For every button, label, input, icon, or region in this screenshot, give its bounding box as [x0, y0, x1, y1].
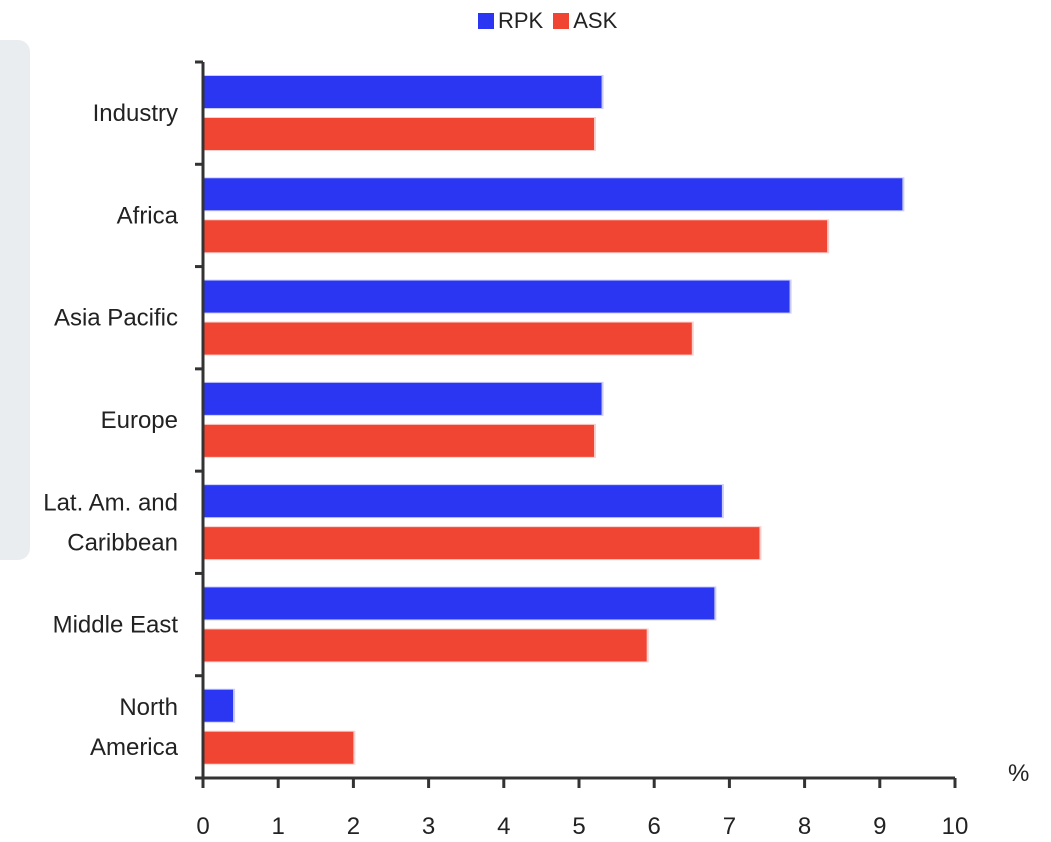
bar-rpk — [203, 178, 903, 211]
category-label: Asia Pacific — [54, 305, 178, 332]
legend-item-ask: ASK — [553, 8, 617, 34]
legend: RPK ASK — [478, 8, 627, 34]
legend-label-rpk: RPK — [498, 8, 544, 33]
bar-ask — [203, 220, 828, 253]
category-label: North — [119, 694, 178, 721]
legend-item-rpk: RPK — [478, 8, 543, 34]
bar-ask — [203, 731, 354, 764]
category-label: Africa — [117, 202, 179, 229]
category-label: Industry — [93, 100, 178, 127]
bar-ask — [203, 629, 647, 662]
category-label: Lat. Am. and — [43, 489, 178, 516]
x-tick-label: 10 — [942, 813, 969, 840]
x-tick-label: 3 — [422, 813, 435, 840]
bar-rpk — [203, 485, 722, 518]
bar-ask — [203, 322, 692, 355]
category-label: Middle East — [53, 612, 179, 639]
legend-swatch-ask — [553, 13, 570, 29]
legend-swatch-rpk — [478, 13, 494, 29]
category-label: Europe — [101, 407, 178, 434]
bar-ask — [203, 527, 760, 560]
bar-rpk — [203, 280, 790, 313]
x-tick-label: 7 — [723, 813, 736, 840]
bar-rpk — [203, 76, 602, 108]
bar-rpk — [203, 689, 234, 722]
x-tick-label: 0 — [196, 813, 209, 840]
x-tick-label: 6 — [648, 813, 661, 840]
category-label: Caribbean — [67, 529, 178, 556]
x-tick-label: 5 — [572, 813, 585, 840]
x-tick-label: 8 — [798, 813, 811, 840]
bar-rpk — [203, 382, 602, 415]
bar-ask — [203, 118, 595, 150]
x-axis-unit: % — [1008, 760, 1030, 787]
bar-ask — [203, 424, 595, 457]
x-tick-label: 4 — [497, 813, 510, 840]
x-tick-label: 2 — [347, 813, 360, 840]
bar-rpk — [203, 587, 715, 620]
x-tick-label: 1 — [272, 813, 285, 840]
x-tick-label: 9 — [873, 813, 886, 840]
legend-label-ask: ASK — [573, 8, 618, 33]
background-decoration — [0, 40, 30, 560]
category-label: America — [90, 734, 179, 761]
